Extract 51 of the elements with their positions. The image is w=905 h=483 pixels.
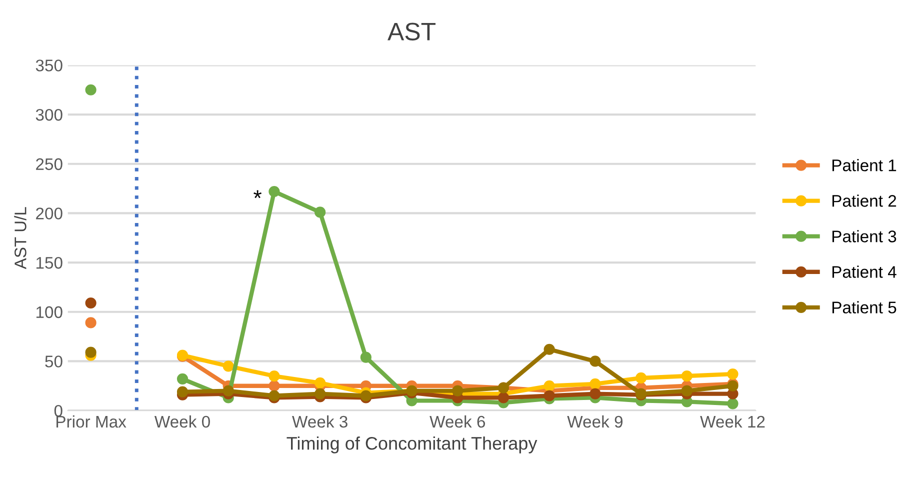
point bbox=[268, 370, 280, 382]
x-tick-label: Week 6 bbox=[430, 415, 485, 428]
point bbox=[635, 372, 647, 384]
y-tick-label: 100 bbox=[36, 306, 62, 318]
point bbox=[727, 398, 738, 410]
point bbox=[268, 186, 280, 198]
point bbox=[176, 386, 188, 398]
point bbox=[85, 317, 96, 328]
point bbox=[544, 380, 555, 392]
point bbox=[590, 388, 601, 400]
point bbox=[314, 377, 326, 388]
point bbox=[360, 352, 372, 363]
y-tick-label: 150 bbox=[36, 256, 62, 269]
point bbox=[85, 84, 96, 96]
point bbox=[222, 385, 234, 396]
point bbox=[498, 392, 510, 404]
y-tick-label: 350 bbox=[36, 60, 62, 72]
y-tick-label: 50 bbox=[45, 356, 62, 368]
point bbox=[681, 370, 692, 382]
annotation: * bbox=[254, 190, 262, 198]
chart-title: AST bbox=[388, 22, 436, 40]
x-tick-label: Week 12 bbox=[700, 415, 765, 428]
point bbox=[314, 388, 326, 400]
legend-label: Patient 5 bbox=[832, 301, 896, 314]
point bbox=[268, 380, 280, 392]
point bbox=[590, 356, 601, 367]
y-tick-label: 0 bbox=[54, 404, 62, 417]
x-tick-label: Week 3 bbox=[292, 415, 348, 428]
point bbox=[85, 297, 96, 309]
point bbox=[544, 344, 555, 355]
y-tick-label: 300 bbox=[36, 108, 62, 121]
point bbox=[85, 346, 96, 358]
x-tick-label: Week 9 bbox=[567, 415, 623, 428]
point bbox=[314, 206, 326, 218]
point bbox=[727, 368, 738, 380]
x-axis-title: Timing of Concomitant Therapy bbox=[286, 436, 538, 454]
y-tick-label: 200 bbox=[36, 208, 62, 220]
x-tick-label: Week 0 bbox=[154, 415, 210, 428]
point bbox=[176, 373, 188, 385]
point bbox=[544, 390, 555, 402]
legend-label: Patient 4 bbox=[832, 266, 896, 278]
point bbox=[590, 378, 601, 390]
legend-label: Patient 2 bbox=[832, 194, 896, 207]
point bbox=[222, 360, 234, 372]
y-tick-label: 250 bbox=[36, 158, 62, 170]
point bbox=[681, 385, 692, 396]
y-axis-title: AST U/L bbox=[14, 207, 26, 270]
legend-label: Patient 1 bbox=[832, 159, 896, 172]
point bbox=[452, 385, 464, 396]
x-tick-label: Prior Max bbox=[56, 415, 126, 428]
legend-label: Patient 3 bbox=[832, 230, 896, 242]
